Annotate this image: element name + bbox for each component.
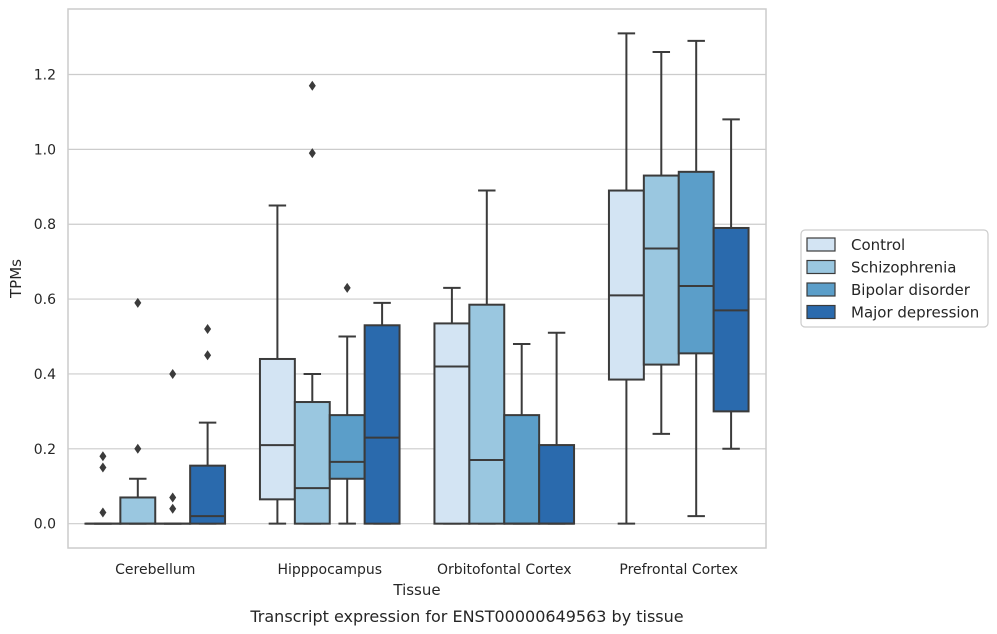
y-tick-label: 1.2 (34, 68, 56, 84)
legend-swatch (806, 282, 836, 297)
x-axis-label: Tissue (392, 581, 440, 599)
outlier-marker (99, 507, 107, 518)
y-tick-label: 0.8 (34, 217, 56, 233)
outlier-marker (134, 443, 142, 454)
box-body (363, 324, 401, 525)
legend-label: Control (851, 236, 905, 254)
box-schizophrenia (468, 189, 506, 525)
box-body (293, 401, 331, 525)
x-tick-label: Cerebellum (115, 562, 195, 578)
legend: Control Schizophrenia Bipolar disorder Majo… (800, 229, 989, 328)
y-tick-label: 0.6 (34, 292, 56, 308)
y-axis-ticks: 0.0 0.2 0.4 0.6 0.8 1.0 1.2 (34, 68, 56, 533)
box-body (119, 496, 157, 525)
box-body (642, 174, 680, 366)
legend-swatch (806, 304, 836, 320)
outlier-marker (308, 148, 316, 159)
outlier-marker (169, 368, 177, 379)
y-tick-label: 1.0 (34, 142, 56, 158)
legend-swatch (806, 259, 836, 275)
legend-label: Schizophrenia (851, 259, 956, 277)
box-body (607, 189, 645, 381)
box-body (538, 444, 576, 525)
box-control (258, 204, 296, 525)
y-axis-label: TPMs (7, 259, 25, 299)
y-tick-label: 0.4 (34, 367, 56, 383)
box-bipolar-disorder (503, 343, 541, 525)
legend-box (800, 229, 989, 328)
box-body (328, 414, 366, 480)
y-tick-label: 0.2 (34, 442, 56, 458)
outlier-marker (99, 451, 107, 462)
box-bipolar-disorder (328, 282, 366, 525)
box-major-depression (538, 331, 576, 525)
box-control (433, 286, 471, 525)
outlier-marker (99, 462, 107, 473)
box-body (503, 414, 541, 525)
outlier-marker (134, 297, 142, 308)
outlier-marker (343, 282, 351, 293)
y-tick-label: 0.0 (34, 517, 56, 533)
box-body (468, 303, 506, 525)
box-bipolar-disorder (677, 39, 715, 518)
box-body (189, 464, 227, 525)
box-schizophrenia (293, 80, 331, 525)
x-tick-label: Orbitofontal Cortex (437, 562, 572, 578)
legend-label: Bipolar disorder (851, 281, 971, 299)
outlier-marker (308, 80, 316, 91)
box-major-depression (189, 324, 227, 525)
legend-label: Major depression (851, 304, 979, 322)
box-bipolar-disorder (154, 368, 192, 525)
outlier-marker (204, 324, 212, 335)
grid-lines (68, 73, 766, 525)
figure-caption: Transcript expression for ENST0000064956… (249, 607, 683, 626)
outlier-marker (169, 503, 177, 514)
box-body (258, 357, 296, 501)
box-major-depression (363, 301, 401, 525)
box-body (712, 226, 750, 413)
outlier-marker (204, 350, 212, 361)
box-body (677, 170, 715, 355)
box-schizophrenia (642, 51, 680, 435)
box-body (433, 322, 471, 525)
box-schizophrenia (119, 297, 157, 525)
box-groups (84, 32, 750, 525)
x-tick-label: Prefrontal Cortex (619, 562, 738, 578)
legend-swatch (806, 237, 836, 252)
box-control (84, 451, 122, 525)
x-tick-label: Hipppocampus (277, 562, 382, 578)
x-axis-ticks: Cerebellum Hipppocampus Orbitofontal Corte… (115, 562, 738, 578)
plot-frame (67, 8, 767, 549)
box-major-depression (712, 118, 750, 450)
outlier-marker (169, 492, 177, 503)
box-control (607, 32, 645, 525)
